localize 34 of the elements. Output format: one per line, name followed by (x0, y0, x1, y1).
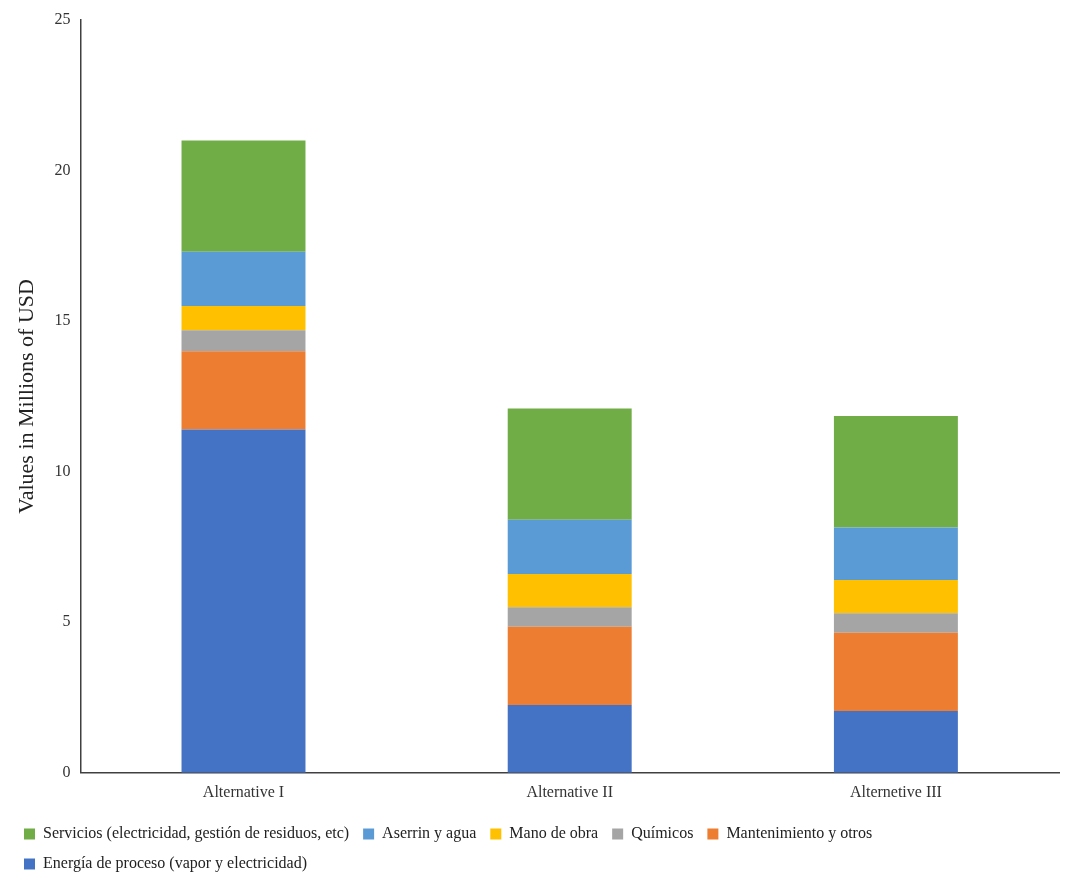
legend-label: Aserrin y agua (382, 824, 477, 843)
bar (507, 607, 632, 627)
x-tick-label: Alternative I (202, 782, 285, 800)
bar (833, 613, 958, 633)
bar (833, 711, 958, 773)
bar (833, 527, 958, 581)
y-tick-label: 20 (54, 160, 71, 178)
bar (507, 408, 632, 520)
bar (181, 351, 306, 430)
bar (507, 574, 632, 608)
bar (833, 632, 958, 712)
bar (181, 306, 306, 331)
x-tick-label: Alternative II (526, 782, 614, 800)
bar (181, 429, 306, 773)
y-tick-label: 0 (62, 763, 71, 780)
legend-label: Mano de obra (509, 824, 599, 842)
y-tick-label: 5 (62, 612, 71, 630)
x-tick-label: Alternetive III (849, 782, 942, 800)
y-tick-label: 15 (54, 311, 71, 329)
legend-label: Químicos (631, 824, 694, 842)
bar (181, 251, 306, 307)
y-tick-label: 25 (54, 10, 71, 28)
bar (507, 519, 632, 575)
y-axis-title: Values in Millions of USD (12, 279, 38, 514)
bar (507, 705, 632, 773)
bar (833, 415, 958, 528)
legend-label: Servicios (electricidad, gestión de residuos, etc) (43, 824, 350, 843)
legend-label: Mantenimiento y otros (726, 824, 873, 843)
bar (507, 626, 632, 706)
bar (181, 330, 306, 352)
bar (833, 580, 958, 614)
legend-label: Energía de proceso (vapor y electricidad) (43, 854, 308, 873)
bar (181, 140, 306, 252)
y-tick-label: 10 (54, 461, 71, 479)
